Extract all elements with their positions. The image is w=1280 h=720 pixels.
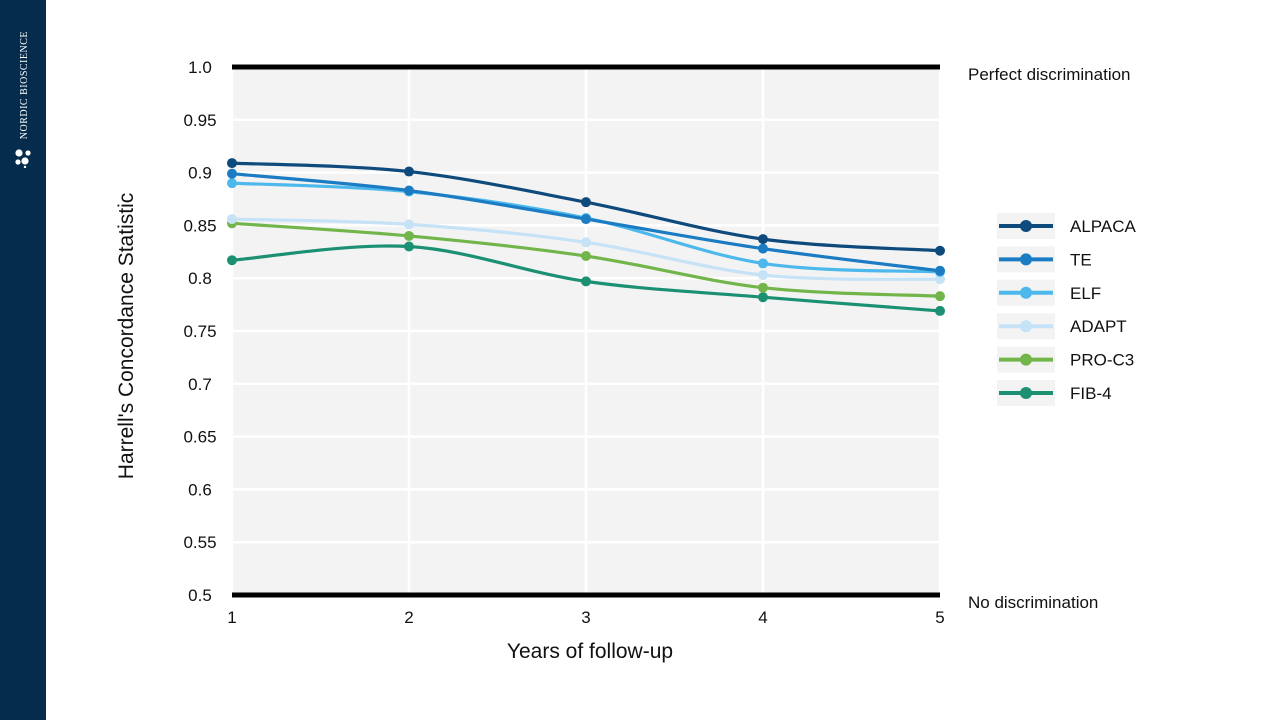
data-point-te (935, 265, 945, 276)
data-point-adapt (935, 274, 945, 285)
data-point-fib-4 (581, 276, 591, 287)
series-group (227, 158, 945, 316)
x-tick-label: 2 (404, 608, 413, 627)
y-tick-label: 0.95 (183, 111, 216, 130)
data-point-te (581, 214, 591, 225)
data-point-alpaca (404, 166, 414, 177)
reference-line-label: Perfect discrimination (968, 65, 1131, 84)
legend-label-alpaca: ALPACA (1070, 217, 1136, 236)
x-axis-title: Years of follow-up (507, 640, 673, 663)
legend-label-elf: ELF (1070, 284, 1101, 303)
data-point-pro-c3 (935, 291, 945, 302)
legend-marker-alpaca (1020, 220, 1032, 232)
legend-marker-te (1020, 253, 1032, 266)
y-tick-label: 0.65 (183, 428, 216, 447)
legend-label-adapt: ADAPT (1070, 317, 1127, 336)
data-point-pro-c3 (758, 282, 768, 293)
data-point-elf (227, 178, 237, 189)
legend-marker-pro-c3 (1020, 353, 1032, 366)
x-tick-label: 3 (581, 608, 590, 627)
y-tick-label: 0.7 (188, 375, 212, 394)
y-tick-label: 0.6 (188, 480, 212, 499)
data-point-adapt (404, 219, 414, 230)
y-tick-label: 0.5 (188, 586, 212, 605)
y-tick-labels: 0.5 0.55 0.6 0.65 0.7 0.75 0.8 0.85 0.9 0.95 1.0 (183, 58, 216, 605)
data-point-pro-c3 (404, 230, 414, 241)
data-point-adapt (758, 270, 768, 281)
y-tick-label: 0.85 (183, 216, 216, 235)
data-point-fib-4 (935, 305, 945, 316)
legend-label-pro-c3: PRO-C3 (1070, 351, 1134, 370)
data-point-alpaca (935, 245, 945, 256)
data-point-te (227, 168, 237, 179)
brand-sidebar: NORDIC BIOSCIENCE (0, 0, 46, 720)
data-point-alpaca (227, 158, 237, 169)
legend-label-te: TE (1070, 250, 1092, 269)
legend-marker-adapt (1020, 320, 1032, 333)
y-axis-title: Harrell's Concordance Statistic (115, 193, 138, 479)
x-tick-label: 1 (227, 608, 236, 627)
legend-marker-fib-4 (1020, 387, 1032, 399)
data-point-alpaca (581, 197, 591, 208)
y-tick-label: 0.55 (183, 533, 216, 552)
data-point-fib-4 (404, 241, 414, 252)
data-point-adapt (581, 237, 591, 248)
y-tick-label: 0.75 (183, 322, 216, 341)
x-tick-label: 4 (758, 608, 767, 627)
legend-marker-elf (1020, 286, 1032, 299)
data-point-alpaca (758, 234, 768, 245)
reference-lines: Perfect discrimination No discrimination (232, 64, 1131, 612)
x-tick-labels: 1 2 3 4 5 (227, 608, 944, 627)
legend: ALPACA TE ELF ADAPT PRO-C3 FIB-4 (997, 213, 1136, 406)
molecule-icon (15, 149, 31, 168)
data-point-fib-4 (227, 255, 237, 266)
y-tick-label: 0.9 (188, 164, 212, 183)
reference-line-label: No discrimination (968, 593, 1098, 612)
x-tick-label: 5 (935, 608, 944, 627)
data-point-te (404, 185, 414, 196)
y-tick-label: 0.8 (188, 269, 212, 288)
data-point-fib-4 (758, 292, 768, 303)
y-tick-label: 1.0 (188, 58, 212, 77)
data-point-te (758, 243, 768, 254)
legend-label-fib-4: FIB-4 (1070, 384, 1112, 403)
data-point-pro-c3 (581, 251, 591, 262)
data-point-adapt (227, 214, 237, 225)
data-point-elf (758, 258, 768, 269)
